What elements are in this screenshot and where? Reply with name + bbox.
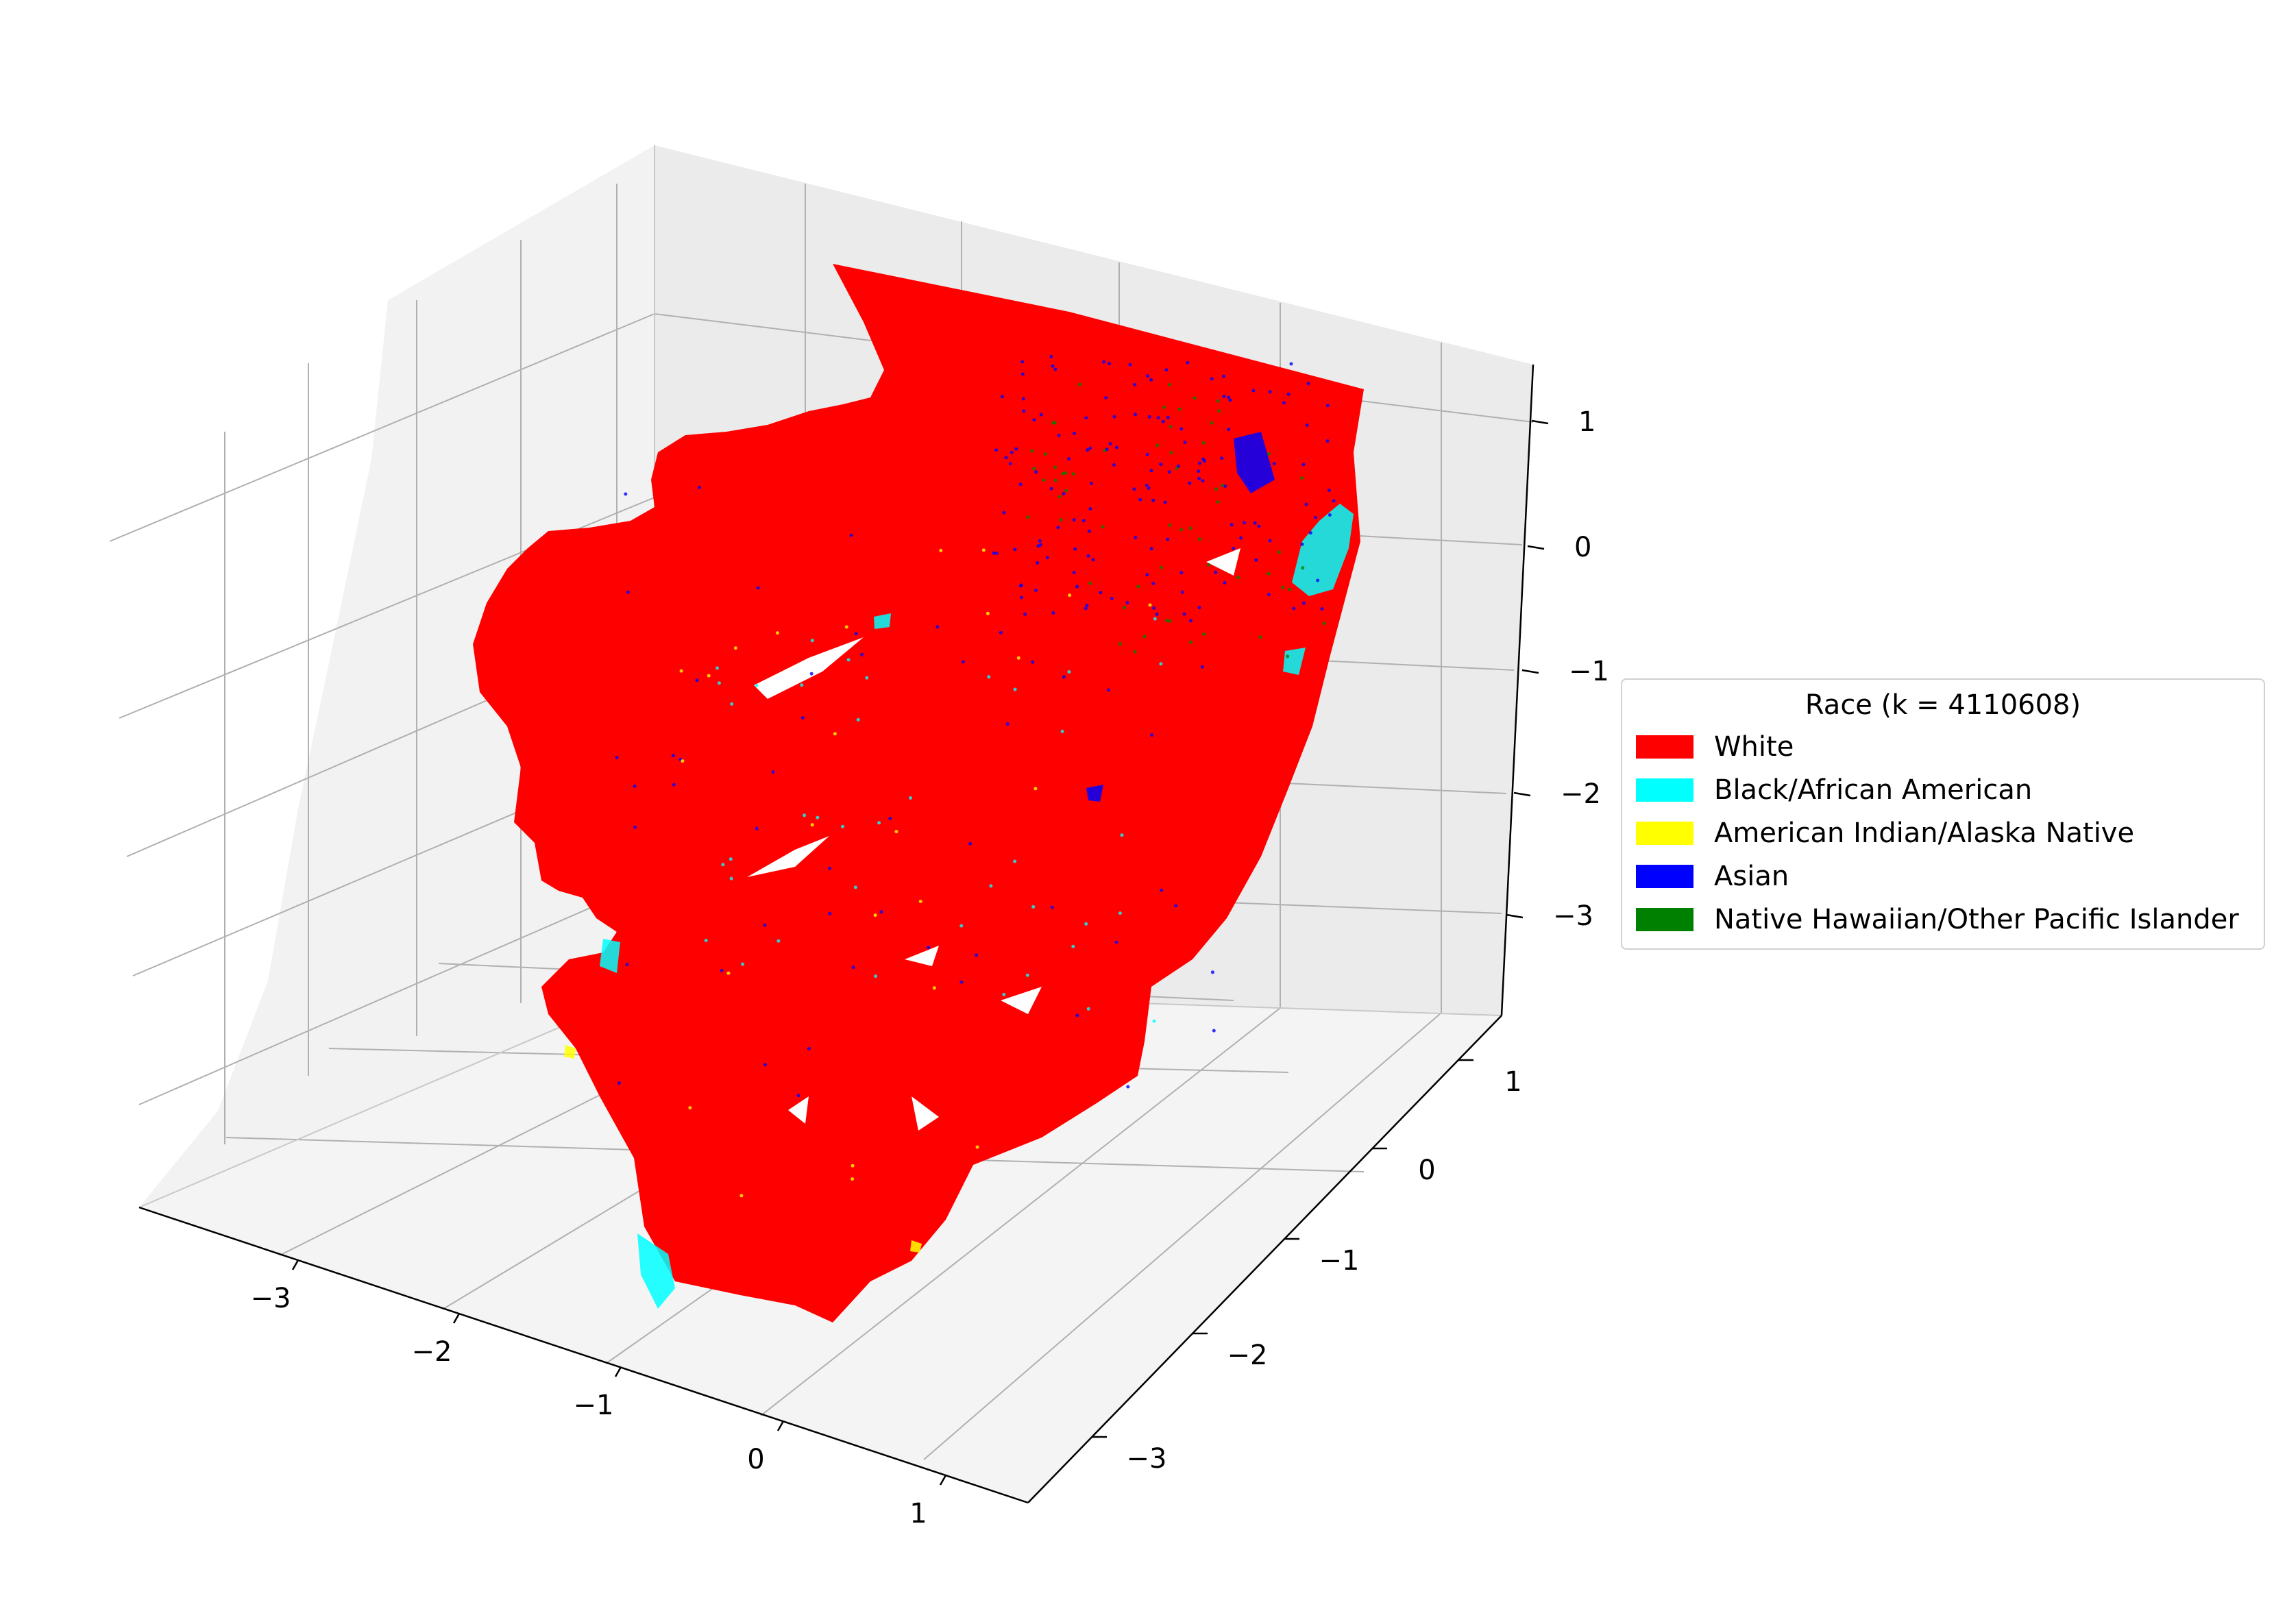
scatter-cluster-7 <box>564 1045 576 1059</box>
z-tick-2-mark <box>1521 669 1539 674</box>
scatter-gap-0 <box>754 637 864 699</box>
legend-label-american-indian: American Indian/Alaska Native <box>1714 817 2135 849</box>
legend-swatch-native-hawaiian <box>1636 908 1693 931</box>
legend-label-black: Black/African American <box>1714 774 2033 806</box>
legend-title: Race (k = 4110608) <box>1805 689 2081 721</box>
scatter-speckle-1 <box>1026 382 1326 659</box>
scatter-cluster-1 <box>1283 648 1306 675</box>
z-tick-4-mark <box>1531 419 1549 425</box>
z-axis-line <box>1500 364 1534 1016</box>
x-tick-2-mark <box>614 1366 622 1377</box>
legend-swatch-american-indian <box>1636 822 1693 845</box>
y-tick-0-label: −3 <box>1127 1443 1167 1475</box>
axis-lines <box>138 364 1534 1504</box>
scatter-cluster-6 <box>1086 785 1103 802</box>
legend-label-native-hawaiian: Native Hawaiian/Other Pacific Islander <box>1714 904 2239 935</box>
x-tick-3-mark <box>776 1420 785 1431</box>
z-tick-0-label: −3 <box>1553 900 1593 932</box>
scatter-gap-3 <box>788 1096 809 1124</box>
z-tick-4-label: 1 <box>1578 406 1595 438</box>
legend-swatch-asian <box>1636 865 1693 888</box>
axis-ticks: −3 −2 −1 0 1 −3 −2 −1 0 1 −3 −2 −1 0 1 <box>251 406 1609 1529</box>
scatter-points <box>473 264 1364 1322</box>
scatter-cluster-5 <box>1234 432 1275 493</box>
y-axis-line <box>1027 1015 1502 1503</box>
y-tick-4-label: 1 <box>1504 1066 1521 1098</box>
x-tick-3-label: 0 <box>747 1444 764 1475</box>
legend-label-asian: Asian <box>1714 861 1789 892</box>
x-tick-2-label: −1 <box>574 1390 614 1421</box>
legend-swatch-black <box>1636 778 1693 802</box>
x-tick-0-mark <box>291 1259 299 1270</box>
scatter-gap-2 <box>905 946 939 966</box>
x-tick-4-mark <box>939 1475 947 1486</box>
scatter-gap-4 <box>912 1096 939 1131</box>
x-tick-1-mark <box>452 1313 461 1324</box>
legend-entry-black: Black/African American <box>1636 772 2032 808</box>
z-tick-3-mark <box>1527 545 1545 550</box>
scatter-region-white <box>473 264 1364 1322</box>
legend-entry-asian: Asian <box>1636 859 1789 894</box>
legend-swatch-white <box>1636 735 1693 759</box>
z-tick-0-mark <box>1506 913 1524 919</box>
z-tick-1-label: −2 <box>1561 778 1601 810</box>
scatter-cluster-0 <box>1292 504 1354 596</box>
x-axis-line <box>138 1206 1029 1504</box>
scatter-gap-1 <box>747 836 829 877</box>
scatter-cluster-2 <box>600 939 620 973</box>
scatter-gap-6 <box>1001 987 1042 1014</box>
y-tick-2-label: −1 <box>1319 1245 1360 1277</box>
legend-entry-native-hawaiian: Native Hawaiian/Other Pacific Islander <box>1636 902 2239 937</box>
scatter-gap-5 <box>1206 548 1240 576</box>
z-tick-3-label: 0 <box>1574 532 1591 563</box>
x-tick-4-label: 1 <box>909 1498 927 1529</box>
scatter-speckle-2 <box>615 479 1216 1098</box>
legend: Race (k = 4110608) White Black/African A… <box>1621 678 2265 950</box>
z-tick-2-label: −1 <box>1569 656 1609 687</box>
left-pane <box>139 145 655 1207</box>
z-tick-1-mark <box>1513 791 1531 797</box>
scatter-speckle-4 <box>679 548 1152 1198</box>
x-tick-1-label: −2 <box>412 1336 452 1368</box>
scatter-speckle-0 <box>994 354 1336 616</box>
scatter-cluster-3 <box>637 1233 675 1309</box>
scatter-cluster-4 <box>874 613 891 629</box>
scatter-speckle-3 <box>704 617 1163 1023</box>
scatter-cluster-8 <box>910 1240 922 1253</box>
y-tick-1-label: −2 <box>1227 1340 1268 1371</box>
legend-entry-american-indian: American Indian/Alaska Native <box>1636 815 2134 851</box>
y-tick-3-label: 0 <box>1418 1155 1435 1186</box>
legend-label-white: White <box>1714 731 1794 763</box>
x-tick-0-label: −3 <box>251 1283 291 1314</box>
legend-entry-white: White <box>1636 729 1794 765</box>
